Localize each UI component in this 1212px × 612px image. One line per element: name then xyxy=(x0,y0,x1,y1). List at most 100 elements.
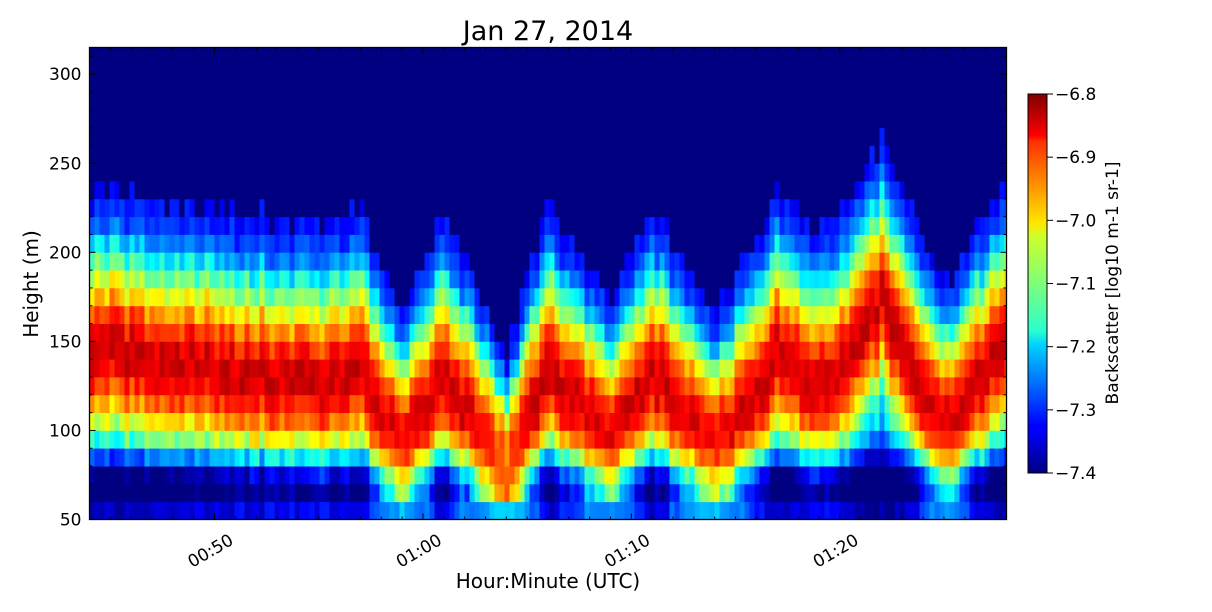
heatmap-cell xyxy=(504,394,510,413)
heatmap-cell xyxy=(784,234,790,253)
heatmap-cell xyxy=(164,47,170,57)
heatmap-cell xyxy=(964,47,970,57)
heatmap-cell xyxy=(284,109,290,128)
heatmap-cell xyxy=(384,483,390,503)
heatmap-cell xyxy=(194,127,200,146)
heatmap-cell xyxy=(254,181,260,200)
heatmap-cell xyxy=(964,341,970,360)
heatmap-cell xyxy=(144,181,150,200)
heatmap-cell xyxy=(734,341,740,360)
heatmap-cell xyxy=(789,56,795,75)
heatmap-cell xyxy=(704,47,710,57)
heatmap-cell xyxy=(634,288,640,307)
heatmap-cell xyxy=(169,466,175,485)
heatmap-cell xyxy=(244,323,250,342)
heatmap-cell xyxy=(634,181,640,200)
heatmap-cell xyxy=(99,501,105,520)
heatmap-cell xyxy=(224,394,230,413)
heatmap-cell xyxy=(624,483,630,503)
heatmap-cell xyxy=(679,483,685,503)
heatmap-cell xyxy=(319,288,325,307)
heatmap-cell xyxy=(354,288,360,307)
heatmap-cell xyxy=(409,341,415,360)
heatmap-cell xyxy=(199,359,205,378)
heatmap-cell xyxy=(729,341,735,360)
heatmap-cell xyxy=(879,234,885,253)
heatmap-cell xyxy=(959,163,965,182)
heatmap-cell xyxy=(689,483,695,503)
heatmap-cell xyxy=(719,252,725,271)
heatmap-cell xyxy=(994,198,1000,218)
heatmap-cell xyxy=(869,109,875,128)
heatmap-cell xyxy=(494,56,500,75)
heatmap-cell xyxy=(734,47,740,57)
heatmap-cell xyxy=(964,377,970,396)
heatmap-cell xyxy=(839,74,845,93)
heatmap-cell xyxy=(734,394,740,413)
heatmap-cell xyxy=(454,412,460,431)
heatmap-cell xyxy=(169,216,175,235)
heatmap-cell xyxy=(254,377,260,396)
heatmap-cell xyxy=(589,181,595,200)
heatmap-cell xyxy=(654,359,660,378)
heatmap-cell xyxy=(484,56,490,75)
heatmap-cell xyxy=(749,501,755,520)
heatmap-cell xyxy=(859,163,865,182)
heatmap-cell xyxy=(284,288,290,307)
heatmap-cell xyxy=(199,341,205,360)
heatmap-cell xyxy=(374,163,380,182)
heatmap-cell xyxy=(89,305,95,324)
heatmap-cell xyxy=(279,74,285,93)
heatmap-cell xyxy=(779,430,785,449)
heatmap-cell xyxy=(939,198,945,218)
heatmap-cell xyxy=(409,163,415,182)
heatmap-cell xyxy=(684,127,690,146)
heatmap-cell xyxy=(179,127,185,146)
heatmap-cell xyxy=(899,56,905,75)
heatmap-cell xyxy=(424,501,430,520)
heatmap-cell xyxy=(579,466,585,485)
heatmap-cell xyxy=(409,377,415,396)
heatmap-cell xyxy=(699,466,705,485)
heatmap-cell xyxy=(664,288,670,307)
heatmap-cell xyxy=(824,394,830,413)
heatmap-cell xyxy=(949,501,955,520)
heatmap-cell xyxy=(674,145,680,164)
heatmap-cell xyxy=(864,145,870,164)
heatmap-cell xyxy=(644,92,650,111)
heatmap-cell xyxy=(909,47,915,57)
heatmap-cell xyxy=(714,92,720,111)
heatmap-cell xyxy=(474,74,480,93)
heatmap-cell xyxy=(734,56,740,75)
heatmap-cell xyxy=(414,270,420,289)
heatmap-cell xyxy=(274,466,280,485)
heatmap-cell xyxy=(859,252,865,271)
heatmap-cell xyxy=(659,323,665,342)
heatmap-cell xyxy=(804,216,810,235)
heatmap-cell xyxy=(909,501,915,520)
heatmap-cell xyxy=(974,501,980,520)
heatmap-cell xyxy=(384,56,390,75)
heatmap-cell xyxy=(604,198,610,218)
heatmap-cell xyxy=(609,288,615,307)
heatmap-cell xyxy=(99,394,105,413)
heatmap-cell xyxy=(804,127,810,146)
heatmap-cell xyxy=(844,181,850,200)
heatmap-cell xyxy=(904,377,910,396)
heatmap-cell xyxy=(964,109,970,128)
heatmap-cell xyxy=(764,234,770,253)
heatmap-cell xyxy=(874,394,880,413)
heatmap-cell xyxy=(664,163,670,182)
heatmap-cell xyxy=(919,323,925,342)
heatmap-cell xyxy=(904,127,910,146)
heatmap-cell xyxy=(969,234,975,253)
heatmap-cell xyxy=(144,198,150,218)
heatmap-cell xyxy=(689,323,695,342)
heatmap-cell xyxy=(994,483,1000,503)
heatmap-cell xyxy=(874,145,880,164)
heatmap-cell xyxy=(624,359,630,378)
heatmap-cell xyxy=(489,92,495,111)
heatmap-cell xyxy=(479,234,485,253)
heatmap-cell xyxy=(614,127,620,146)
heatmap-cell xyxy=(379,377,385,396)
